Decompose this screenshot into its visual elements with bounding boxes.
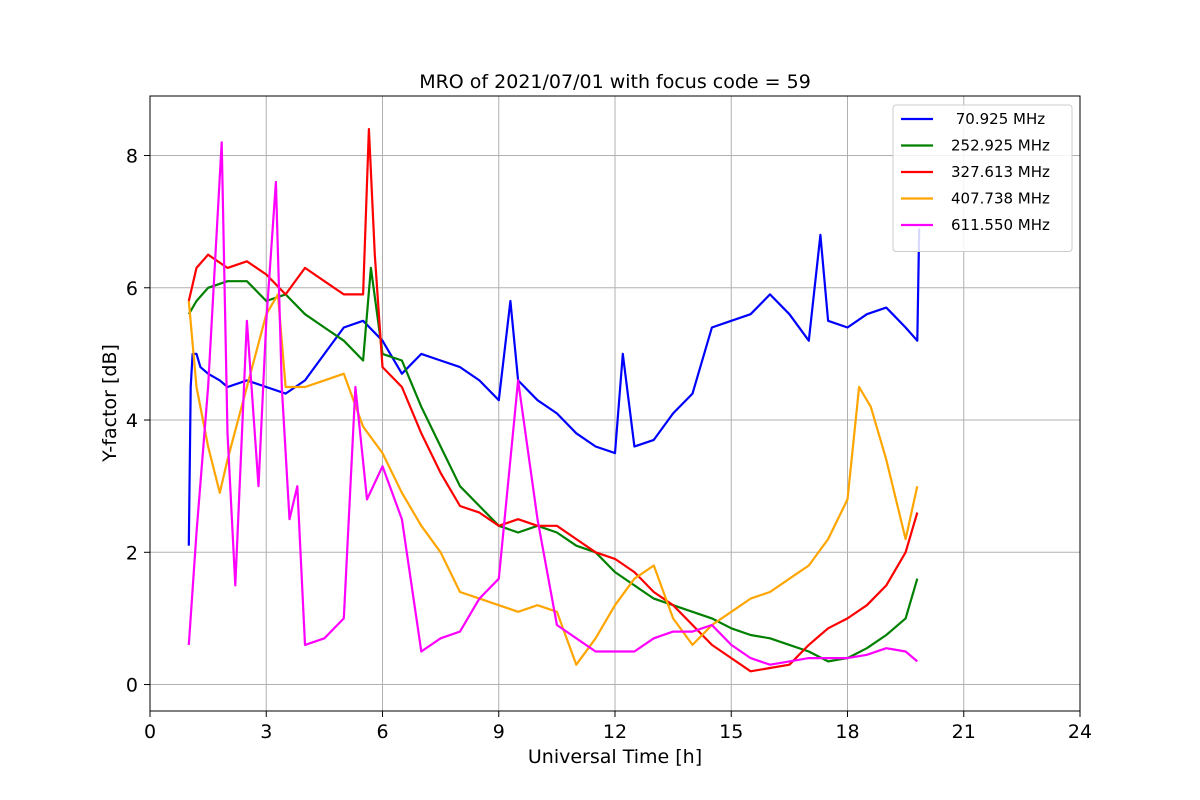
x-tick-label: 24 xyxy=(1068,721,1092,743)
x-tick-label: 3 xyxy=(260,721,272,743)
legend-label-0: 70.925 MHz xyxy=(951,110,1045,128)
legend: 70.925 MHz 252.925 MHz 327.613 MHz 407.738 … xyxy=(892,104,1073,252)
chart-title: MRO of 2021/07/01 with focus code = 59 xyxy=(419,71,811,93)
legend-label-4: 611.550 MHz xyxy=(951,216,1050,234)
series-line-3 xyxy=(187,293,919,666)
x-tick-label: 6 xyxy=(376,721,388,743)
y-tick-label: 6 xyxy=(126,278,138,300)
x-tick-label: 9 xyxy=(493,721,505,743)
y-tick-label: 4 xyxy=(126,410,138,432)
y-tick-label: 2 xyxy=(126,542,138,564)
legend-label-3: 407.738 MHz xyxy=(951,190,1050,208)
x-axis-label: Universal Time [h] xyxy=(528,746,702,768)
series-line-4 xyxy=(187,141,919,666)
x-tick-label: 21 xyxy=(952,721,976,743)
y-tick-label: 8 xyxy=(126,146,138,168)
x-tick-label: 15 xyxy=(719,721,743,743)
x-tick-label: 18 xyxy=(835,721,859,743)
legend-label-2: 327.613 MHz xyxy=(951,163,1050,181)
legend-box xyxy=(892,104,1073,252)
y-tick-label: 0 xyxy=(126,675,138,697)
x-tick-label: 12 xyxy=(603,721,627,743)
x-tick-label: 0 xyxy=(144,721,156,743)
series-layer xyxy=(187,128,921,673)
legend-label-1: 252.925 MHz xyxy=(951,137,1050,155)
y-axis-label: Y-factor [dB] xyxy=(99,344,121,463)
